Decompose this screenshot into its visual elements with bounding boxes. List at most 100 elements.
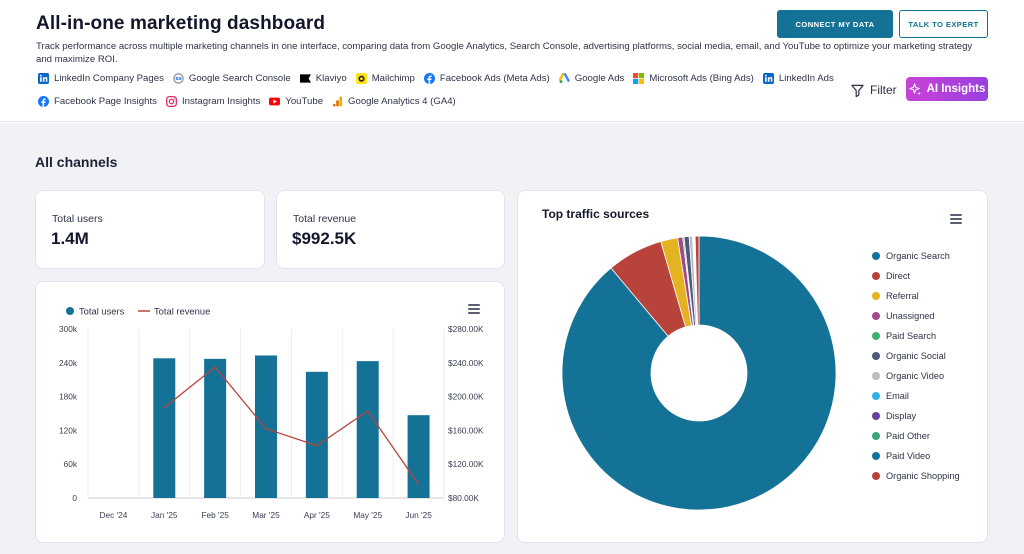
legend-dot xyxy=(872,292,880,300)
chart-menu-icon[interactable] xyxy=(468,304,480,314)
traffic-sources-donut xyxy=(561,235,837,511)
legend-label: Organic Shopping xyxy=(886,471,960,481)
legend-label: Paid Other xyxy=(886,431,930,441)
data-source-label: LinkedIn Ads xyxy=(778,73,834,84)
y-right-tick-label: $200.00K xyxy=(448,392,484,402)
dashboard-header: All-in-one marketing dashboard Track per… xyxy=(0,0,1024,122)
pie-menu-icon[interactable] xyxy=(950,214,962,224)
legend-item[interactable]: Paid Search xyxy=(872,326,960,346)
legend-item[interactable]: Organic Shopping xyxy=(872,466,960,486)
total-revenue-label: Total revenue xyxy=(293,213,357,225)
legend-item[interactable]: Organic Search xyxy=(872,246,960,266)
legend-label: Referral xyxy=(886,291,919,301)
sparkle-icon xyxy=(909,82,921,95)
data-source-item: YouTube xyxy=(269,96,323,107)
y-right-tick-label: $280.00K xyxy=(448,324,484,334)
y-left-tick-label: 300k xyxy=(59,324,78,334)
mailchimp-icon xyxy=(355,73,367,84)
legend-dot xyxy=(872,432,880,440)
instagram-icon xyxy=(165,96,177,107)
data-source-item: Facebook Page Insights xyxy=(38,96,157,107)
y-right-tick-label: $120.00K xyxy=(448,459,484,469)
facebook-icon xyxy=(38,96,49,107)
users-revenue-chart-card: Total users Total revenue 0 60k 120k 180k 240k… xyxy=(35,281,505,543)
traffic-sources-title: Top traffic sources xyxy=(542,207,650,221)
data-sources-row-2: Facebook Page Insights Instagram Insights… xyxy=(38,96,456,107)
legend-item[interactable]: Unassigned xyxy=(872,306,960,326)
filter-button[interactable]: Filter xyxy=(851,80,897,100)
bar-total-users[interactable] xyxy=(255,355,277,498)
legend-item[interactable]: Email xyxy=(872,386,960,406)
donut-slice[interactable] xyxy=(694,235,700,326)
legend-label: Display xyxy=(886,411,917,421)
users-revenue-chart: Total users Total revenue 0 60k 120k 180k 240k… xyxy=(59,306,484,521)
traffic-sources-legend: Organic Search Direct Referral Unassigned Pa… xyxy=(872,246,960,486)
x-tick-label: May '25 xyxy=(353,510,382,520)
legend-dot xyxy=(872,312,880,320)
legend-dot xyxy=(872,372,880,380)
legend-label: Organic Social xyxy=(886,351,946,361)
google-analytics-icon xyxy=(332,96,343,107)
dashboard-body: All channels Total users 1.4M Total reve… xyxy=(0,123,1024,554)
y-left-tick-label: 240k xyxy=(59,358,78,368)
data-source-item: LinkedIn Company Pages xyxy=(38,73,164,84)
connect-my-data-button[interactable]: CONNECT MY DATA xyxy=(777,10,893,38)
ai-insights-button[interactable]: AI Insights xyxy=(906,77,988,101)
data-sources-row-1: LinkedIn Company Pages Google Search Cons… xyxy=(38,73,834,84)
linkedin-icon xyxy=(38,73,49,84)
page-title: All-in-one marketing dashboard xyxy=(36,13,326,34)
legend-dot xyxy=(872,392,880,400)
page-description: Track performance across multiple market… xyxy=(36,41,973,65)
legend-marker-total-users[interactable] xyxy=(66,307,74,315)
data-source-label: LinkedIn Company Pages xyxy=(54,73,164,84)
donut-slice[interactable] xyxy=(561,235,837,511)
google-ads-icon xyxy=(558,73,570,84)
legend-label-total-users[interactable]: Total users xyxy=(79,306,125,317)
legend-label: Direct xyxy=(886,271,910,281)
talk-to-expert-button[interactable]: TALK TO EXPERT xyxy=(899,10,988,38)
data-source-item: Facebook Ads (Meta Ads) xyxy=(423,73,550,84)
microsoft-icon xyxy=(633,73,645,84)
data-source-label: Klaviyo xyxy=(315,73,347,84)
total-users-label: Total users xyxy=(52,213,103,225)
data-source-label: Google Analytics 4 (GA4) xyxy=(348,96,456,107)
legend-item[interactable]: Paid Video xyxy=(872,446,960,466)
legend-item[interactable]: Organic Social xyxy=(872,346,960,366)
legend-item[interactable]: Paid Other xyxy=(872,426,960,446)
legend-label-total-revenue[interactable]: Total revenue xyxy=(154,306,210,317)
line-total-revenue[interactable] xyxy=(163,366,420,485)
legend-item[interactable]: Direct xyxy=(872,266,960,286)
bar-total-users[interactable] xyxy=(305,371,328,498)
y-left-tick-label: 0 xyxy=(72,493,77,503)
y-right-tick-label: $240.00K xyxy=(448,358,484,368)
data-source-item: Mailchimp xyxy=(355,73,415,84)
x-tick-label: Dec '24 xyxy=(99,510,127,520)
bar-total-users[interactable] xyxy=(204,358,227,498)
ai-insights-label: AI Insights xyxy=(926,83,986,95)
bar-total-users[interactable] xyxy=(356,361,379,498)
bar-total-users[interactable] xyxy=(153,358,176,498)
legend-dot xyxy=(872,472,880,480)
total-revenue-card: Total revenue $992.5K xyxy=(276,190,505,269)
y-left-tick-label: 60k xyxy=(64,459,78,469)
legend-label: Paid Search xyxy=(886,331,937,341)
legend-dot xyxy=(872,352,880,360)
legend-item[interactable]: Organic Video xyxy=(872,366,960,386)
data-source-label: Google Ads xyxy=(574,73,625,84)
legend-item[interactable]: Referral xyxy=(872,286,960,306)
x-tick-label: Mar '25 xyxy=(252,510,280,520)
legend-dot xyxy=(872,412,880,420)
data-source-label: Microsoft Ads (Bing Ads) xyxy=(649,73,754,84)
legend-dot xyxy=(872,332,880,340)
legend-item[interactable]: Display xyxy=(872,406,960,426)
legend-label: Organic Video xyxy=(886,371,945,381)
x-tick-label: Jun '25 xyxy=(405,510,432,520)
x-tick-label: Feb '25 xyxy=(201,510,229,520)
section-title: All channels xyxy=(35,154,118,170)
data-source-item: Google Analytics 4 (GA4) xyxy=(332,96,456,107)
youtube-icon xyxy=(269,97,281,106)
total-users-card: Total users 1.4M xyxy=(35,190,265,269)
bar-total-users[interactable] xyxy=(407,415,430,498)
y-left-tick-label: 120k xyxy=(59,425,78,435)
traffic-sources-card: Top traffic sources Organic Search Direct… xyxy=(517,190,988,543)
